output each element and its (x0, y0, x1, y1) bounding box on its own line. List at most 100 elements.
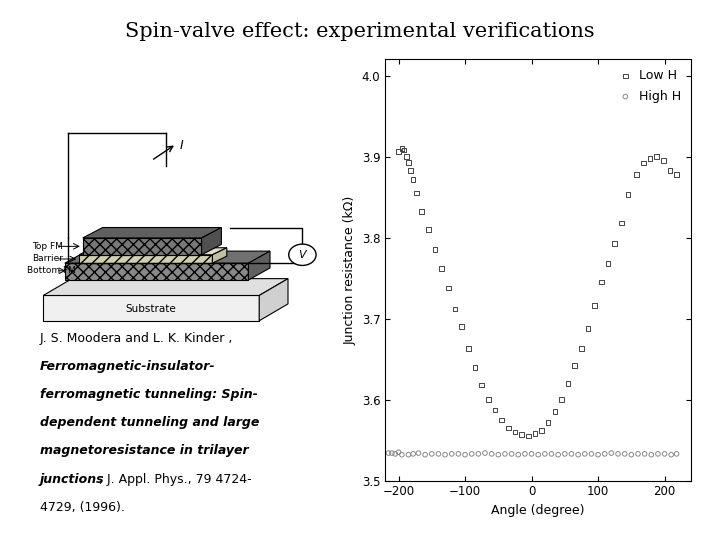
Low H (542, 418, 554, 427)
Low H (516, 430, 527, 438)
Low H (482, 395, 494, 404)
Low H (429, 245, 441, 254)
High H (419, 450, 431, 459)
High H (526, 449, 537, 458)
Text: 4729, (1996).: 4729, (1996). (40, 501, 125, 514)
High H (626, 450, 637, 459)
Low H (603, 259, 614, 268)
Low H (396, 144, 408, 153)
Low H (503, 423, 514, 432)
Text: junctions: junctions (40, 472, 104, 485)
High H (453, 449, 464, 458)
High H (612, 449, 624, 458)
High H (552, 450, 564, 459)
High H (433, 449, 444, 458)
Circle shape (289, 244, 316, 266)
Low H (423, 225, 434, 234)
Low H (410, 188, 422, 197)
Low H (589, 301, 600, 310)
Legend: Low H, High H: Low H, High H (614, 66, 685, 106)
Polygon shape (83, 238, 202, 255)
Low H (671, 170, 683, 179)
Text: dependent tunneling and large: dependent tunneling and large (40, 416, 259, 429)
Low H (664, 166, 675, 174)
Low H (616, 219, 627, 227)
High H (546, 449, 557, 458)
Low H (398, 146, 410, 154)
Low H (644, 154, 656, 163)
High H (559, 449, 570, 458)
Polygon shape (259, 279, 288, 321)
Text: J. S. Moodera and L. K. Kinder ,: J. S. Moodera and L. K. Kinder , (40, 332, 233, 345)
High H (585, 449, 597, 458)
Low H (569, 361, 580, 370)
High H (439, 450, 451, 459)
Text: I: I (180, 139, 184, 152)
Low H (456, 322, 467, 331)
High H (459, 450, 471, 459)
High H (408, 449, 419, 458)
High H (513, 450, 524, 459)
Low H (496, 415, 508, 424)
Text: Barrier: Barrier (32, 254, 63, 264)
Polygon shape (79, 255, 212, 263)
Polygon shape (79, 248, 227, 255)
Low H (562, 379, 574, 388)
Low H (523, 431, 534, 440)
Low H (549, 407, 561, 416)
Low H (408, 175, 419, 184)
High H (390, 449, 401, 458)
Low H (595, 278, 607, 286)
Low H (529, 429, 541, 438)
High H (466, 449, 477, 458)
Low H (637, 159, 649, 167)
High H (533, 450, 544, 459)
High H (383, 449, 395, 457)
Low H (392, 147, 404, 156)
High H (606, 449, 617, 457)
Low H (449, 305, 461, 313)
Polygon shape (43, 295, 259, 321)
Low H (631, 170, 642, 179)
Low H (576, 344, 588, 353)
Low H (405, 166, 416, 174)
Polygon shape (83, 227, 222, 238)
High H (492, 450, 504, 459)
High H (446, 449, 457, 458)
High H (639, 449, 650, 458)
High H (396, 450, 408, 459)
High H (539, 449, 551, 458)
Low H (622, 190, 634, 199)
High H (566, 449, 577, 458)
High H (619, 449, 631, 458)
Low H (509, 428, 521, 436)
High H (486, 449, 498, 458)
High H (652, 449, 664, 458)
Low H (651, 152, 662, 161)
Text: Ferromagnetic-insulator-: Ferromagnetic-insulator- (40, 360, 215, 373)
Low H (536, 426, 547, 435)
Low H (489, 406, 500, 414)
Low H (402, 158, 414, 166)
Y-axis label: Junction resistance (kΩ): Junction resistance (kΩ) (343, 195, 356, 345)
Text: Spin-valve effect: experimental verifications: Spin-valve effect: experimental verifica… (125, 22, 595, 40)
Text: ferromagnetic tunneling: Spin-: ferromagnetic tunneling: Spin- (40, 388, 258, 401)
High H (646, 450, 657, 459)
Low H (657, 156, 669, 165)
High H (480, 449, 491, 457)
High H (392, 448, 404, 456)
High H (665, 450, 677, 459)
Text: magnetoresistance in trilayer: magnetoresistance in trilayer (40, 444, 248, 457)
High H (506, 449, 518, 458)
Text: Bottom FM: Bottom FM (27, 266, 76, 275)
Low H (462, 344, 474, 353)
Polygon shape (202, 227, 222, 255)
High H (671, 449, 683, 458)
Low H (416, 207, 428, 216)
Polygon shape (65, 263, 248, 280)
High H (659, 449, 670, 458)
Low H (469, 363, 481, 372)
Polygon shape (65, 251, 270, 263)
Text: Top FM: Top FM (32, 242, 63, 251)
Low H (401, 152, 413, 161)
